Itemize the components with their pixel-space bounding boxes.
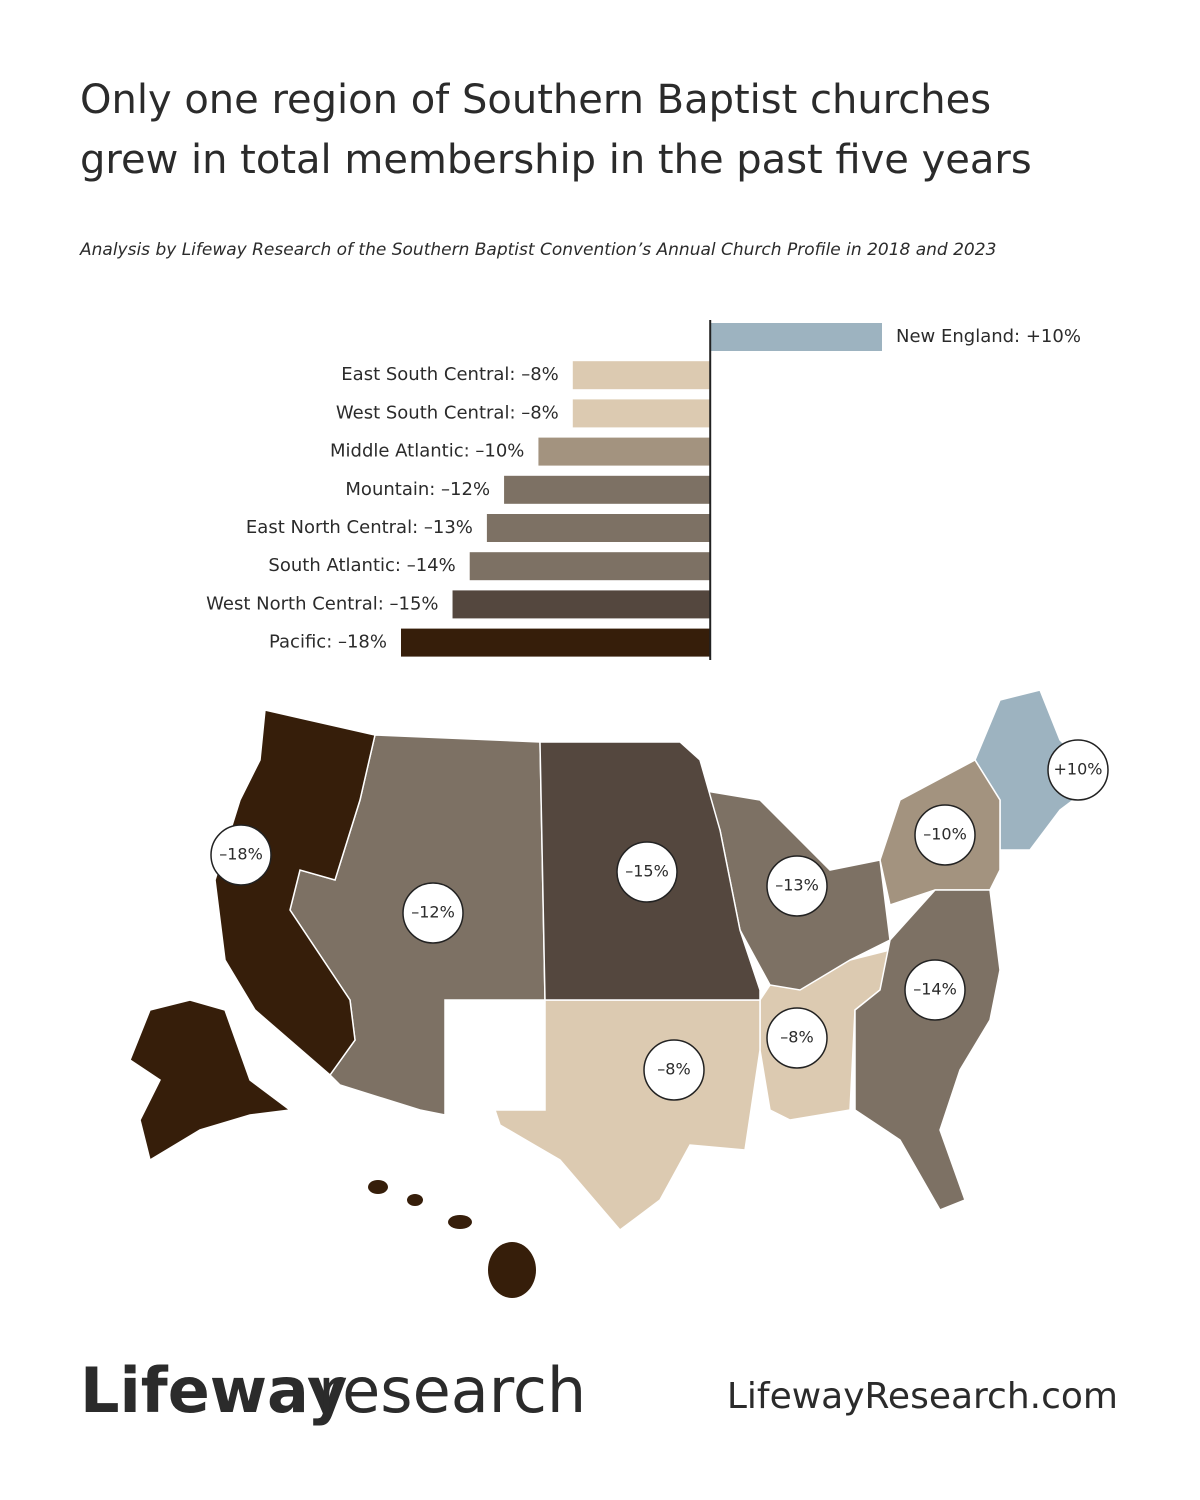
map-region xyxy=(488,1242,536,1298)
url: LifewayResearch.com xyxy=(727,1376,1118,1417)
bar-label: East South Central: –8% xyxy=(341,364,558,385)
bar xyxy=(452,590,711,619)
bar-label: East North Central: –13% xyxy=(246,517,473,538)
bar xyxy=(572,361,711,390)
map-bubble xyxy=(766,855,828,917)
map-label: –12% xyxy=(411,903,455,922)
map: +10% –8% –8% –10% –12% –13% –14% –15% –18% xyxy=(129,689,1109,1298)
logo-main: Lifeway xyxy=(80,1354,347,1427)
map-region xyxy=(854,889,1001,1211)
bar-label: New England: +10% xyxy=(896,326,1081,347)
map-label: –15% xyxy=(625,862,669,881)
bar-label: Pacific: –18% xyxy=(269,632,387,653)
map-label: –8% xyxy=(657,1060,690,1079)
bar xyxy=(538,437,711,466)
bar-label: Middle Atlantic: –10% xyxy=(330,441,524,462)
map-bubble xyxy=(1047,739,1109,801)
bar xyxy=(504,475,711,504)
map-region xyxy=(407,1194,423,1206)
bar-chart: New England: +10% East South Central: –8%… xyxy=(206,320,1081,660)
map-bubble xyxy=(766,1007,828,1069)
map-label: –18% xyxy=(219,845,263,864)
map-region xyxy=(368,1180,388,1194)
logo-accent: research xyxy=(318,1354,586,1427)
bar xyxy=(486,514,711,542)
bar-label: Mountain: –12% xyxy=(345,479,490,500)
map-region xyxy=(448,1215,472,1229)
bar-label: West South Central: –8% xyxy=(336,402,559,423)
map-bubble xyxy=(904,959,966,1021)
map-label: +10% xyxy=(1054,760,1103,779)
subtitle: Analysis by Lifeway Research of the Sout… xyxy=(79,240,996,260)
map-label: –8% xyxy=(780,1028,813,1047)
map-label: –14% xyxy=(913,980,957,999)
bar xyxy=(710,323,882,351)
title-line: Only one region of Southern Baptist chur… xyxy=(80,77,991,123)
bar-label: West North Central: –15% xyxy=(206,593,438,614)
map-bubble xyxy=(643,1039,705,1101)
map-bubble xyxy=(402,882,464,944)
map-bubble xyxy=(616,841,678,903)
bar-label: South Atlantic: –14% xyxy=(268,555,455,576)
map-bubble xyxy=(210,824,272,886)
title-line: grew in total membership in the past fiv… xyxy=(80,137,1032,183)
bar xyxy=(469,552,711,581)
map-label: –10% xyxy=(923,825,967,844)
map-region xyxy=(129,999,292,1162)
bar xyxy=(572,399,711,428)
bar xyxy=(401,628,711,657)
map-bubble xyxy=(914,804,976,866)
map-label: –13% xyxy=(775,876,819,895)
